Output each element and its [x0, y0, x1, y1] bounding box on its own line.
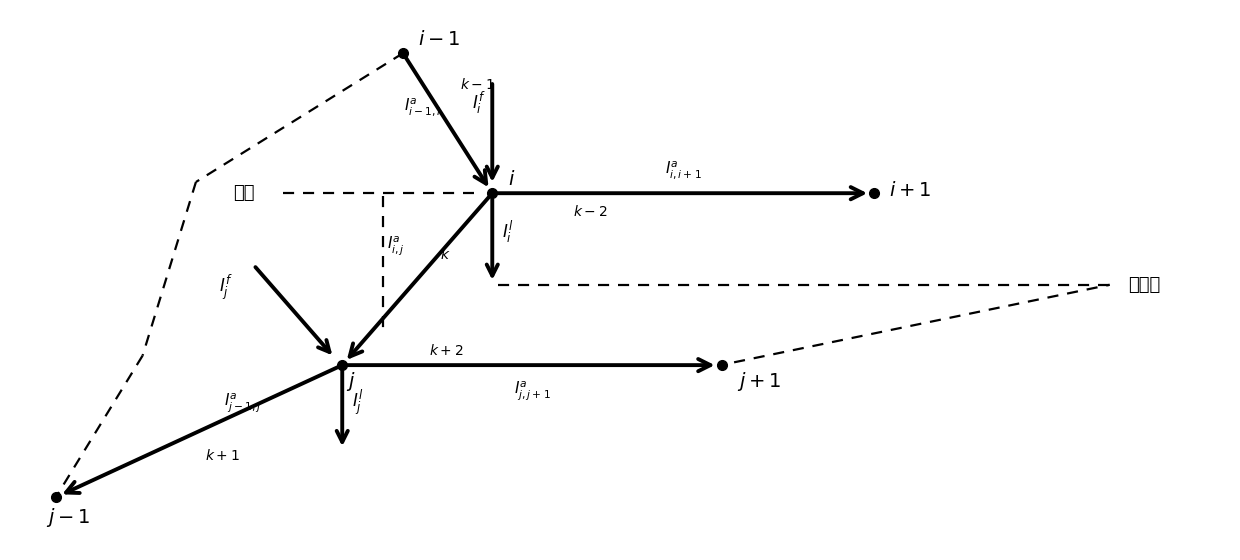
Text: 节点: 节点 — [233, 184, 254, 202]
Text: $k-2$: $k-2$ — [573, 204, 608, 220]
Text: $I_{i,i+1}^a$: $I_{i,i+1}^a$ — [665, 159, 702, 181]
Text: $i$: $i$ — [508, 170, 516, 189]
Text: $I_{i-1,i}^a$: $I_{i-1,i}^a$ — [404, 96, 441, 118]
Text: $i+1$: $i+1$ — [889, 181, 931, 200]
Text: $i-1$: $i-1$ — [418, 30, 460, 49]
Text: $k+1$: $k+1$ — [206, 448, 239, 463]
Text: $k$: $k$ — [440, 248, 450, 262]
Text: $k+2$: $k+2$ — [429, 343, 464, 358]
Text: $I_{j,j+1}^a$: $I_{j,j+1}^a$ — [513, 379, 551, 402]
Text: $I_i^f$: $I_i^f$ — [472, 90, 486, 116]
Text: $I_{i,j}^a$: $I_{i,j}^a$ — [387, 234, 404, 256]
Text: $j$: $j$ — [346, 370, 356, 393]
Text: $j-1$: $j-1$ — [46, 506, 91, 529]
Text: $I_j^f$: $I_j^f$ — [219, 273, 233, 302]
Text: $I_j^l$: $I_j^l$ — [352, 388, 363, 417]
Text: $j+1$: $j+1$ — [737, 370, 781, 393]
Text: $I_{j-1,j}^a$: $I_{j-1,j}^a$ — [223, 391, 262, 414]
Text: $I_i^l$: $I_i^l$ — [502, 218, 513, 245]
Text: 导体段: 导体段 — [1128, 276, 1161, 294]
Text: $k-1$: $k-1$ — [460, 77, 495, 92]
